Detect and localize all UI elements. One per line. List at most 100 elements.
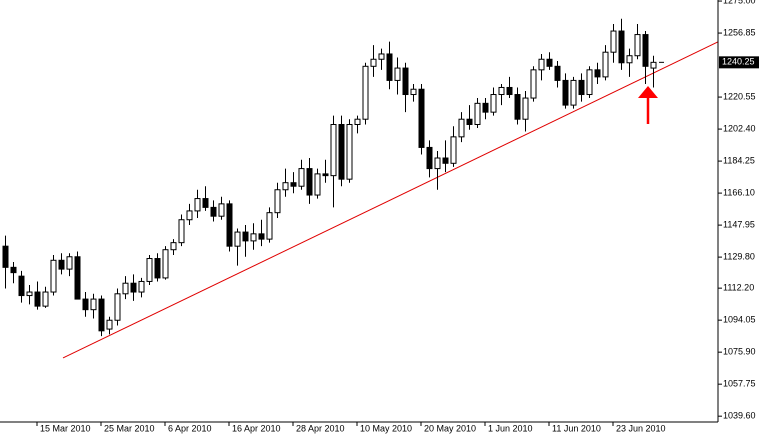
- candle-body: [42, 291, 49, 307]
- candle-body: [586, 69, 593, 96]
- x-tick-label: 10 May 2010: [360, 423, 412, 433]
- candle-body: [410, 88, 417, 96]
- y-tick-label: 1184.25: [723, 155, 755, 165]
- plot: [2, 18, 719, 359]
- candle-body: [10, 266, 17, 274]
- candle-body: [194, 198, 201, 212]
- candle-body: [34, 291, 41, 307]
- y-tick-label: 1094.05: [723, 315, 756, 325]
- candle-body: [114, 293, 121, 321]
- y-tick-label: 1129.80: [723, 251, 755, 261]
- x-tick-label: 20 May 2010: [424, 423, 476, 433]
- candle-body: [210, 206, 217, 217]
- price-box: [719, 56, 759, 69]
- candle-body: [578, 79, 585, 96]
- trendline: [62, 41, 719, 359]
- candle-body: [74, 256, 81, 300]
- candle-body: [258, 233, 265, 240]
- candle-body: [442, 157, 449, 164]
- candle-body: [250, 233, 257, 242]
- candle-body: [218, 203, 225, 217]
- candle-body: [506, 86, 513, 96]
- x-tick-label: 6 Apr 2010: [168, 423, 212, 433]
- candle-body: [226, 203, 233, 247]
- y-tick-label: 1220.55: [723, 91, 756, 101]
- candle-body: [498, 86, 505, 96]
- candle-body: [162, 249, 169, 279]
- candle-body: [26, 291, 33, 297]
- candle-body: [530, 69, 537, 99]
- candle-body: [186, 210, 193, 221]
- x-tick-label: 28 Apr 2010: [296, 423, 345, 433]
- candle-body: [90, 298, 97, 311]
- candle-body: [178, 219, 185, 244]
- y-tick-label: 1166.10: [723, 187, 755, 197]
- x-tick-label: 25 Mar 2010: [104, 423, 155, 433]
- candle-body: [618, 30, 625, 64]
- candle-body: [554, 65, 561, 81]
- candle-body: [290, 182, 297, 187]
- candle-body: [402, 67, 409, 96]
- candle-body: [642, 34, 649, 67]
- candle-body: [242, 231, 249, 242]
- candle-body: [514, 94, 521, 120]
- candle-body: [474, 102, 481, 126]
- y-tick-label: 1039.60: [723, 411, 756, 421]
- candle-body: [58, 259, 65, 270]
- x-tick-label: 1 Jun 2010: [488, 423, 533, 433]
- candle-body: [18, 275, 25, 297]
- candle-body: [234, 231, 241, 247]
- candle-body: [330, 124, 337, 177]
- candle-body: [122, 282, 129, 295]
- candle-body: [282, 182, 289, 191]
- y-tick-label: 1275.00: [723, 0, 756, 5]
- candle-body: [450, 136, 457, 164]
- x-tick-label: 16 Apr 2010: [232, 423, 281, 433]
- candle-body: [314, 173, 321, 196]
- x-tick-label: 11 Jun 2010: [552, 423, 601, 433]
- candle-body: [650, 61, 657, 69]
- candle-body: [378, 53, 385, 60]
- candle-body: [106, 319, 113, 330]
- y-tick-label: 1075.90: [723, 347, 756, 357]
- candle-body: [522, 97, 529, 120]
- candle-body: [418, 88, 425, 148]
- price-label: 1240.25: [722, 57, 755, 67]
- candle-body: [274, 189, 281, 214]
- candle-body: [354, 118, 361, 126]
- candle-body: [570, 79, 577, 106]
- y-tick-label: 1112.20: [723, 283, 754, 293]
- candle-body: [2, 245, 9, 268]
- candle-body: [482, 102, 489, 113]
- candle-body: [346, 124, 353, 180]
- candle-body: [322, 173, 329, 177]
- candle-body: [362, 65, 369, 120]
- candle-body: [154, 258, 161, 279]
- y-tick-label: 1057.75: [723, 379, 756, 389]
- y-tick-label: 1256.85: [723, 27, 756, 37]
- candle-body: [98, 298, 105, 332]
- candle-body: [466, 118, 473, 126]
- candle-body: [50, 259, 57, 293]
- candle-body: [538, 58, 545, 71]
- candle-body: [130, 282, 137, 293]
- candle-body: [602, 51, 609, 78]
- candle-body: [146, 258, 153, 282]
- candle-body: [394, 67, 401, 81]
- x-tick-label: 15 Mar 2010: [40, 423, 91, 433]
- candle-body: [82, 298, 89, 311]
- candle-body: [434, 157, 441, 170]
- candle-body: [610, 30, 617, 53]
- candle-body: [562, 79, 569, 106]
- candle-body: [386, 53, 393, 81]
- candle-body: [458, 118, 465, 138]
- candle-body: [266, 212, 273, 240]
- candle-body: [338, 124, 345, 180]
- annotation-arrow: [638, 86, 658, 124]
- y-tick-label: 1202.40: [723, 123, 756, 133]
- candle-body: [626, 55, 633, 64]
- y-tick-label: 1147.95: [723, 219, 755, 229]
- candle-body: [546, 58, 553, 67]
